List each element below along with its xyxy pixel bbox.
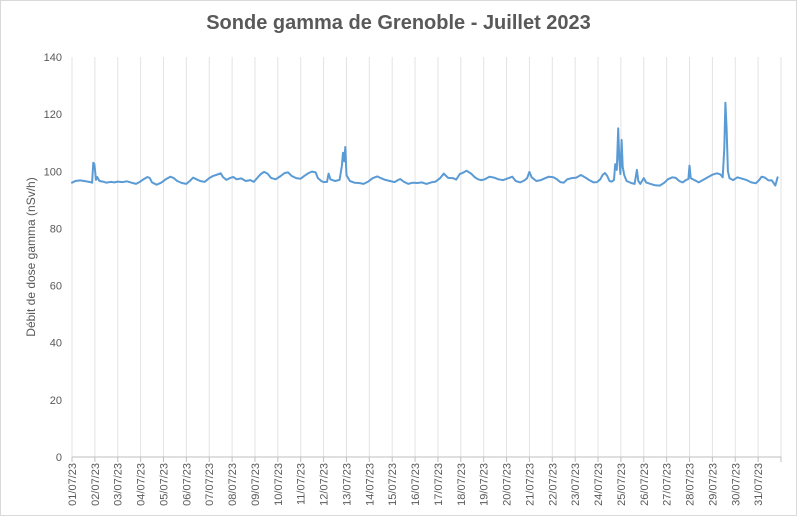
x-tick-label: 23/07/23 bbox=[570, 463, 582, 506]
x-tick-label: 20/07/23 bbox=[502, 463, 514, 506]
y-tick-label: 120 bbox=[44, 109, 62, 121]
grid-lines bbox=[71, 57, 782, 457]
x-tick-label: 27/07/23 bbox=[662, 463, 674, 506]
y-axis-ticks: 0 20 40 60 80 100 120 140 bbox=[44, 52, 62, 464]
x-tick-label: 21/07/23 bbox=[524, 463, 536, 506]
x-tick-label: 07/07/23 bbox=[204, 463, 216, 506]
x-tick-label: 02/07/23 bbox=[90, 463, 102, 506]
x-tick-label: 24/07/23 bbox=[593, 463, 605, 506]
x-tick-label: 16/07/23 bbox=[410, 463, 422, 506]
x-tick-label: 31/07/23 bbox=[753, 463, 765, 506]
x-tick-label: 01/07/23 bbox=[67, 463, 79, 506]
x-tick-label: 12/07/23 bbox=[319, 463, 331, 506]
y-tick-label: 0 bbox=[56, 452, 62, 464]
x-tick-label: 29/07/23 bbox=[707, 463, 719, 506]
x-tick-label: 03/07/23 bbox=[113, 463, 125, 506]
series-line bbox=[71, 101, 779, 187]
x-tick-label: 11/07/23 bbox=[296, 463, 308, 505]
y-tick-label: 60 bbox=[50, 281, 62, 293]
x-tick-label: 08/07/23 bbox=[227, 463, 239, 506]
x-tick-label: 26/07/23 bbox=[639, 463, 651, 506]
x-tick-label: 18/07/23 bbox=[456, 463, 468, 506]
y-tick-label: 100 bbox=[44, 166, 62, 178]
y-tick-label: 140 bbox=[44, 52, 62, 64]
y-tick-label: 20 bbox=[50, 395, 62, 407]
x-tick-label: 17/07/23 bbox=[433, 463, 445, 506]
x-tick-label: 13/07/23 bbox=[341, 463, 353, 506]
x-tick-label: 14/07/23 bbox=[364, 463, 376, 506]
y-tick-label: 40 bbox=[50, 338, 62, 350]
y-axis-label: Débit de dose gamma (nSv/h) bbox=[24, 177, 38, 336]
x-tick-label: 28/07/23 bbox=[685, 463, 697, 506]
x-axis-ticks: 01/07/23 02/07/23 03/07/23 04/07/23 05/07/23… bbox=[67, 457, 782, 506]
chart-title: Sonde gamma de Grenoble - Juillet 2023 bbox=[206, 12, 591, 34]
x-tick-label: 04/07/23 bbox=[136, 463, 148, 506]
x-tick-label: 25/07/23 bbox=[616, 463, 628, 506]
x-tick-label: 22/07/23 bbox=[547, 463, 559, 506]
x-tick-label: 10/07/23 bbox=[273, 463, 285, 506]
y-tick-label: 80 bbox=[50, 223, 62, 235]
x-tick-label: 06/07/23 bbox=[181, 463, 193, 506]
x-tick-label: 05/07/23 bbox=[158, 463, 170, 506]
x-tick-label: 30/07/23 bbox=[730, 463, 742, 506]
x-tick-label: 09/07/23 bbox=[250, 463, 262, 506]
x-tick-label: 15/07/23 bbox=[387, 463, 399, 506]
x-tick-label: 19/07/23 bbox=[479, 463, 491, 506]
